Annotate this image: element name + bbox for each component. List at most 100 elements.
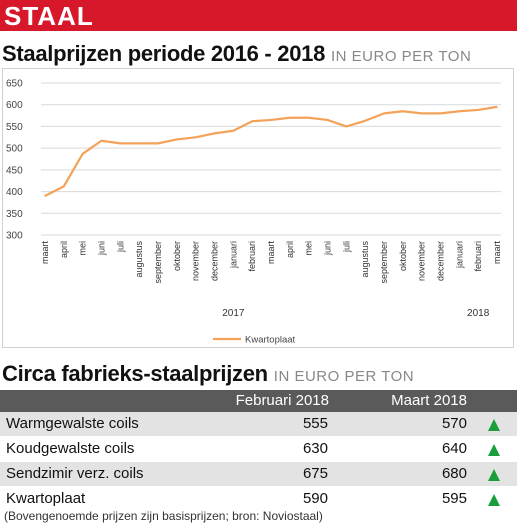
table-header-row: Februari 2018 Maart 2018	[0, 390, 517, 412]
section-banner: STAAL	[0, 0, 517, 31]
row-feb: 555	[302, 415, 328, 432]
data-point	[81, 152, 84, 155]
x-tick-label: april	[285, 241, 295, 258]
year-labels: 2017 2018	[222, 308, 490, 319]
footnote: (Bovengenoemde prijzen zijn basisprijzen…	[4, 509, 323, 523]
row-mar: 680	[441, 465, 467, 482]
x-tick-label: oktober	[398, 241, 408, 271]
x-tick-label: juli	[115, 241, 125, 253]
header-feb: Februari 2018	[235, 392, 329, 409]
y-tick-label: 350	[6, 209, 23, 220]
row-mar: 640	[441, 440, 467, 457]
chart-frame: 300 350 400 450 500 550 600 650 maart april mei ju…	[2, 68, 514, 348]
year-label: 2018	[467, 308, 490, 319]
legend: Kwartoplaat	[213, 335, 296, 346]
table-row: Sendzimir verz. coils 675 680	[0, 462, 517, 487]
row-name: Sendzimir verz. coils	[6, 465, 144, 482]
row-name: Koudgewalste coils	[6, 440, 135, 457]
data-point	[138, 142, 140, 145]
data-point	[176, 138, 178, 141]
y-tick-label: 600	[6, 100, 23, 111]
grid-lines	[41, 82, 501, 236]
row-feb: 675	[302, 465, 328, 482]
data-point	[157, 142, 159, 145]
chart-unit: IN EURO PER TON	[331, 48, 472, 65]
x-tick-label: januari	[228, 241, 238, 269]
x-tick-label: mei	[78, 241, 88, 256]
x-tick-label: mei	[304, 241, 314, 256]
banner-label: STAAL	[4, 1, 94, 31]
x-tick-label: april	[59, 241, 69, 258]
legend-label: Kwartoplaat	[245, 335, 296, 346]
data-point	[439, 112, 442, 115]
x-tick-label: juli	[341, 241, 351, 253]
data-point	[458, 110, 461, 113]
data-point	[477, 109, 479, 111]
x-tick-label: maart	[40, 241, 50, 265]
x-tick-label: juni	[323, 241, 333, 256]
table-unit: IN EURO PER TON	[273, 368, 415, 385]
chart-heading: Staalprijzen periode 2016 - 2018 IN EURO …	[2, 41, 471, 70]
chart-title: Staalprijzen periode 2016 - 2018	[2, 41, 325, 66]
x-tick-label: augustus	[360, 241, 370, 278]
row-feb: 630	[302, 440, 328, 457]
data-point	[119, 142, 122, 145]
x-tick-label: juni	[97, 241, 107, 256]
table-title: Circa fabrieks-staalprijzen	[2, 361, 268, 386]
x-axis-ticks: maart april mei juni juli augustus september ok…	[40, 241, 502, 284]
x-tick-label: februari	[247, 241, 257, 272]
trend-up-icon	[488, 469, 500, 481]
data-point	[232, 129, 235, 132]
trend-up-icon	[488, 444, 500, 456]
x-tick-label: maart	[266, 241, 276, 265]
header-mar: Maart 2018	[391, 392, 467, 409]
data-point	[420, 112, 423, 115]
data-point	[251, 120, 253, 123]
data-point	[194, 136, 197, 139]
x-tick-label: oktober	[172, 241, 182, 271]
x-tick-label: december	[436, 241, 446, 281]
data-point	[496, 106, 498, 108]
data-point	[364, 119, 366, 122]
y-tick-label: 500	[6, 144, 23, 155]
data-point	[44, 195, 46, 197]
x-tick-label: december	[210, 241, 220, 281]
y-tick-label: 450	[6, 165, 23, 176]
x-tick-label: januari	[454, 241, 464, 269]
x-tick-label: maart	[492, 241, 502, 265]
x-tick-label: februari	[473, 241, 483, 272]
y-tick-label: 300	[6, 231, 23, 242]
table-row: Kwartoplaat 590 595	[0, 487, 517, 512]
data-point	[326, 119, 329, 121]
year-label: 2017	[222, 308, 245, 319]
data-point	[100, 139, 103, 142]
data-point	[402, 110, 404, 113]
price-table: Februari 2018 Maart 2018 Warmgewalste co…	[0, 390, 517, 512]
x-tick-label: november	[417, 241, 427, 281]
trend-up-icon	[488, 419, 500, 431]
row-name: Kwartoplaat	[6, 490, 86, 507]
data-point	[383, 112, 385, 115]
x-tick-label: november	[191, 241, 201, 281]
data-point	[63, 185, 65, 188]
x-tick-label: september	[379, 241, 389, 284]
table-heading: Circa fabrieks-staalprijzen IN EURO PER T…	[2, 361, 414, 390]
row-mar: 595	[441, 490, 467, 507]
y-tick-label: 400	[6, 187, 23, 198]
row-name: Warmgewalste coils	[6, 415, 139, 432]
y-tick-label: 650	[6, 79, 23, 90]
data-point	[270, 119, 272, 121]
trend-up-icon	[488, 494, 500, 506]
row-mar: 570	[441, 415, 467, 432]
x-tick-label: augustus	[134, 241, 144, 278]
data-point	[345, 125, 348, 128]
data-point	[307, 116, 310, 119]
series-group	[44, 105, 498, 197]
x-tick-label: september	[153, 241, 163, 284]
table-row: Warmgewalste coils 555 570	[0, 412, 517, 437]
y-tick-label: 550	[6, 122, 23, 133]
data-point	[213, 132, 216, 135]
y-axis-ticks: 300 350 400 450 500 550 600 650	[6, 79, 23, 242]
data-point	[289, 116, 291, 119]
